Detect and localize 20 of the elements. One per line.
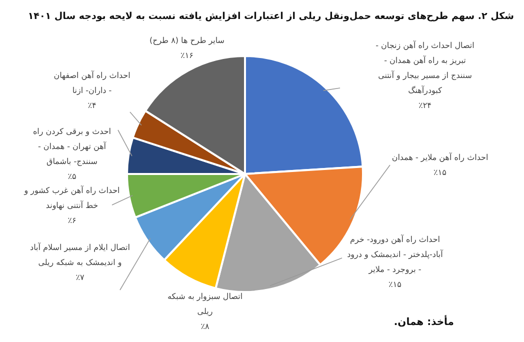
slice-label: احدث و برقی کردن راه آهن تهران - همدان - سنندج- باشماق xyxy=(32,126,112,168)
slice-label: احداث راه آهن ملایر - همدان xyxy=(390,152,490,164)
data-label: ٪۶ xyxy=(66,215,78,227)
data-label: ٪۱۶ xyxy=(180,50,194,62)
slice-label: احداث راه آهن غرب کشور و خط آنتنی نهاوند xyxy=(22,184,121,212)
chart-title: شکل ۲. سهم طرح‌های توسعه حمل‌ونقل ریلی از اعتبارات افزایش یافته نسبت به لایحه بودجه سال ۱۴۰۱ xyxy=(26,11,514,22)
slice-label: اتصال سبزوار به شبکه ریلی xyxy=(166,291,244,318)
data-label: ٪۴ xyxy=(86,100,98,112)
slice-label: احداث راه آهن اصفهان - داران- ازنا xyxy=(52,70,132,97)
data-label: ٪۲۴ xyxy=(418,100,432,112)
text: مأخذ: همان. xyxy=(394,317,454,328)
slice-label: سایر طرح ها (۸ طرح) xyxy=(148,35,226,47)
data-label: ٪۷ xyxy=(74,272,86,284)
slice-label: احداث راه آهن دورود- خرم آباد-پلدختر - اندیمشک و درود - بروجرد - ملایر xyxy=(346,234,444,276)
data-label: ٪۱۵ xyxy=(432,167,448,179)
slice-label: اتصال احداث راه آهن زنجان - تبریز به راه آهن همدان - سنندج از مسیر بیجار و آنتنی کبودرآهنگ xyxy=(375,40,475,97)
slice-label: اتصال ایلام از مسیر اسلام آباد و اندیمشک به شبکه ریلی xyxy=(30,242,130,269)
data-label: ٪۵ xyxy=(66,171,78,183)
data-label: ٪۸ xyxy=(200,321,210,333)
data-label: ٪۱۵ xyxy=(388,279,402,291)
